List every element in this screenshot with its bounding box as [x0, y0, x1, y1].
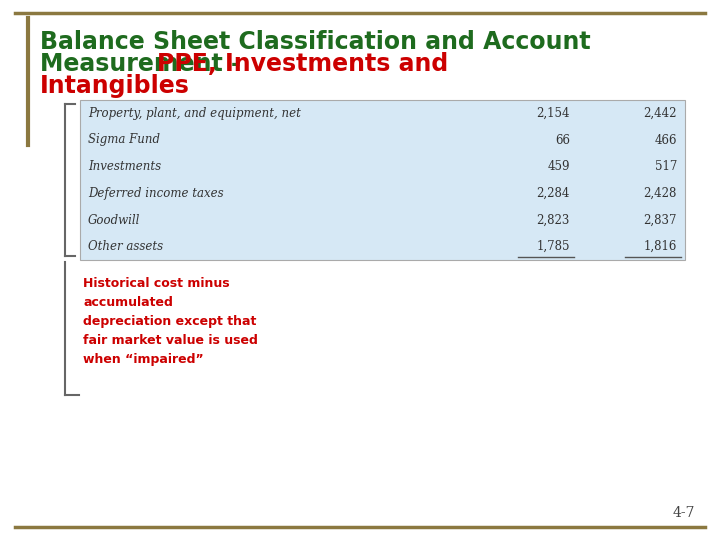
Text: 459: 459 [547, 160, 570, 173]
Text: 1,785: 1,785 [536, 240, 570, 253]
Text: 4-7: 4-7 [672, 506, 695, 520]
Text: 66: 66 [555, 133, 570, 146]
Text: 2,837: 2,837 [644, 213, 677, 226]
Text: PPE, Investments and: PPE, Investments and [157, 52, 449, 76]
Text: Property, plant, and equipment, net: Property, plant, and equipment, net [88, 107, 301, 120]
FancyBboxPatch shape [80, 100, 685, 260]
Text: Sigma Fund: Sigma Fund [88, 133, 160, 146]
Text: Goodwill: Goodwill [88, 213, 140, 226]
Text: 2,823: 2,823 [536, 213, 570, 226]
Text: 466: 466 [654, 133, 677, 146]
Text: 1,816: 1,816 [644, 240, 677, 253]
Text: Historical cost minus
accumulated
depreciation except that
fair market value is : Historical cost minus accumulated deprec… [83, 277, 258, 366]
Text: Other assets: Other assets [88, 240, 163, 253]
Text: Deferred income taxes: Deferred income taxes [88, 187, 224, 200]
Text: 2,442: 2,442 [644, 107, 677, 120]
Text: 2,284: 2,284 [536, 187, 570, 200]
Text: 2,428: 2,428 [644, 187, 677, 200]
Text: Measurement -: Measurement - [40, 52, 240, 76]
Text: 2,154: 2,154 [536, 107, 570, 120]
Text: Investments: Investments [88, 160, 161, 173]
Text: Intangibles: Intangibles [40, 74, 190, 98]
Text: 517: 517 [654, 160, 677, 173]
Text: Balance Sheet Classification and Account: Balance Sheet Classification and Account [40, 30, 590, 54]
